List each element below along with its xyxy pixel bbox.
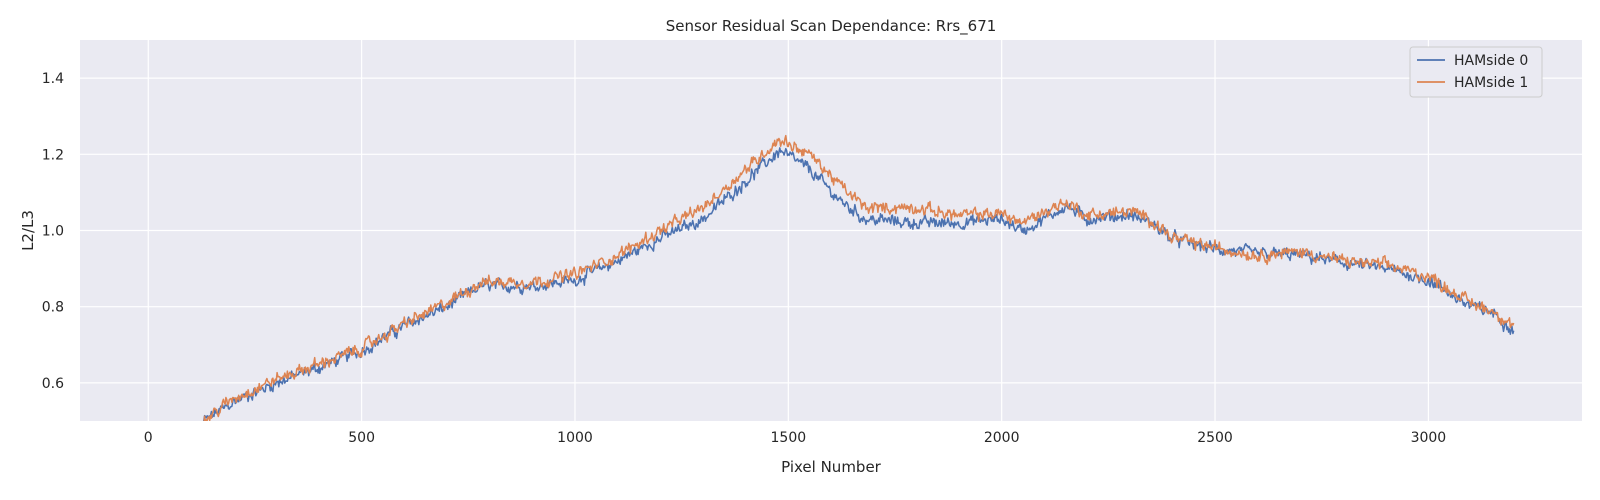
chart-title: Sensor Residual Scan Dependance: Rrs_671 — [666, 17, 997, 36]
grid-lines — [80, 40, 1582, 421]
y-tick-label: 0.6 — [42, 376, 64, 392]
x-tick-label: 0 — [144, 430, 153, 446]
y-tick-label: 0.8 — [42, 300, 64, 316]
legend-label: HAMside 1 — [1454, 75, 1528, 91]
x-axis-title: Pixel Number — [781, 458, 882, 476]
legend: HAMside 0 HAMside 1 — [1409, 46, 1543, 98]
x-tick-label: 500 — [348, 430, 375, 446]
x-tick-label: 2000 — [984, 430, 1020, 446]
x-axis-ticks: 0 500 1000 1500 2000 2500 3000 — [144, 430, 1446, 446]
x-tick-label: 1500 — [771, 430, 807, 446]
series-layer — [202, 134, 1515, 421]
x-tick-label: 1000 — [557, 430, 593, 446]
x-tick-label: 2500 — [1197, 430, 1233, 446]
y-axis-ticks: 0.6 0.8 1.0 1.2 1.4 — [42, 71, 64, 392]
y-axis-title: L2/L3 — [19, 210, 37, 251]
y-tick-label: 1.4 — [42, 71, 64, 87]
series-line-1 — [203, 134, 1515, 421]
y-tick-label: 1.2 — [42, 147, 64, 163]
series-line-0 — [202, 147, 1515, 421]
legend-label: HAMside 0 — [1454, 53, 1528, 69]
x-tick-label: 3000 — [1411, 430, 1447, 446]
y-tick-label: 1.0 — [42, 224, 64, 240]
